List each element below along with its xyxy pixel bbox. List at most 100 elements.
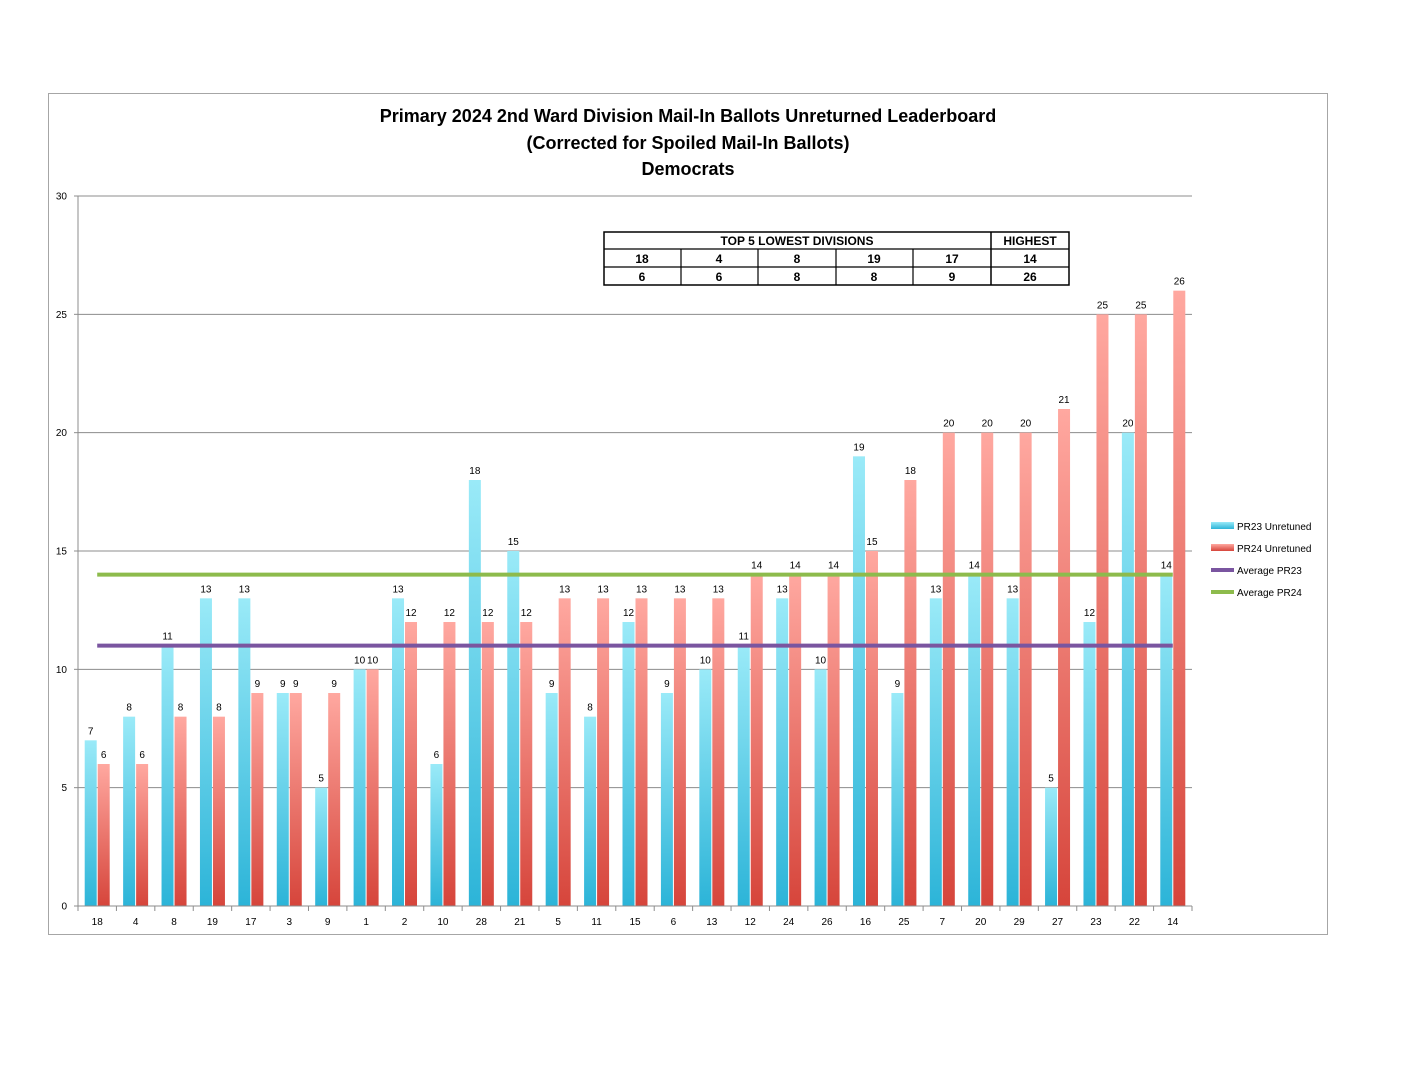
chart-title: Primary 2024 2nd Ward Division Mail-In B… [380,106,996,179]
bar-pr24 [212,716,225,906]
bar-pr24 [750,574,763,906]
data-label-pr24: 8 [178,703,184,714]
axes [77,196,1192,907]
bar-pr24 [942,432,955,906]
data-label-pr23: 10 [700,655,712,666]
y-tick-label: 25 [56,310,68,321]
bar-pr23 [776,598,789,906]
x-tick-label: 12 [745,917,757,928]
data-label-pr24: 13 [674,584,686,595]
y-tick-label: 5 [61,783,67,794]
data-label-pr23: 13 [1007,584,1019,595]
x-tick-label: 3 [286,917,292,928]
data-label-pr24: 21 [1058,395,1070,406]
bar-pr24 [1019,432,1032,906]
bar-pr23 [1121,432,1134,906]
lowest-value-4: 8 [871,270,878,284]
x-tick-label: 1 [363,917,369,928]
data-label-pr24: 20 [1020,419,1032,430]
x-tick-label: 16 [860,917,872,928]
x-tick-label: 18 [92,917,104,928]
x-tick-label: 14 [1167,917,1179,928]
bar-pr23 [1083,622,1096,906]
data-label-pr24: 25 [1135,300,1147,311]
bar-pr23 [891,693,904,906]
x-tick-label: 28 [476,917,488,928]
lowest-division-5: 17 [945,252,959,266]
legend-label-pr24: PR24 Unretuned [1237,544,1312,555]
bar-pr23 [507,551,520,906]
legend-label-avg-pr23: Average PR23 [1237,566,1302,577]
leaderboard-table: TOP 5 LOWEST DIVISIONS HIGHEST 18 4 8 19… [603,231,1070,286]
x-tick-label: 2 [402,917,408,928]
data-label-pr24: 26 [1174,277,1186,288]
data-label-pr23: 19 [853,442,865,453]
bar-pr23 [1160,574,1173,906]
bar-pr24 [1058,409,1071,906]
bar-pr24 [1173,290,1186,907]
lowest-value-2: 6 [716,270,723,284]
bar-pr24 [481,622,494,906]
x-tick-label: 26 [822,917,834,928]
x-tick-label: 7 [940,917,946,928]
bar-pr24 [673,598,686,906]
data-label-pr24: 6 [101,750,107,761]
data-label-pr24: 14 [751,561,763,572]
lowest-value-1: 6 [639,270,646,284]
data-label-pr24: 12 [444,608,456,619]
bar-pr24 [597,598,610,906]
x-tick-label: 27 [1052,917,1064,928]
x-tick-label: 29 [1014,917,1026,928]
bar-pr23 [1006,598,1019,906]
x-tick-label: 21 [514,917,526,928]
legend: PR23 Unretuned PR24 Unretuned Average PR… [1211,522,1312,599]
bar-pr24 [1096,314,1109,906]
lowest-header: TOP 5 LOWEST DIVISIONS [721,234,874,248]
data-label-pr23: 12 [623,608,635,619]
x-axis-ticks: 18 4 8 19 17 3 9 1 2 10 28 21 5 11 15 6 13 12 24 26 16 25 7 20 2… [77,906,1193,928]
title-line-3: Democrats [641,159,734,179]
bar-pr24 [136,764,149,906]
data-label-pr24: 14 [828,561,840,572]
bar-pr23 [353,669,366,906]
bar-pr24 [789,574,802,906]
bar-pr24 [981,432,994,906]
data-label-pr24: 12 [482,608,494,619]
y-axis-ticks: 0 5 10 15 20 25 30 [56,192,78,913]
x-tick-label: 8 [171,917,177,928]
bar-pr23 [968,574,981,906]
bar-pr23 [199,598,212,906]
data-label-pr24: 9 [331,679,337,690]
x-tick-label: 11 [591,917,602,928]
bar-pr23 [814,669,827,906]
data-label-pr23: 9 [280,679,286,690]
bar-pr23 [123,716,136,906]
bars: 7 8 11 13 13 9 5 10 13 6 18 15 9 8 12 9 10 11 13 10 19 9 13 14 1… [84,277,1186,907]
data-label-pr24: 25 [1097,300,1109,311]
x-tick-label: 24 [783,917,795,928]
x-tick-label: 5 [555,917,561,928]
bar-pr23 [737,645,750,906]
bar-pr23 [315,787,328,906]
bar-pr23 [238,598,251,906]
data-label-pr23: 11 [739,632,750,643]
data-label-pr23: 20 [1122,419,1134,430]
x-tick-label: 19 [207,917,219,928]
lowest-division-4: 19 [867,252,881,266]
bar-pr24 [328,693,341,906]
bar-pr23 [699,669,712,906]
data-label-pr23: 13 [777,584,789,595]
bar-pr23 [84,740,97,906]
data-label-pr23: 10 [354,655,366,666]
x-tick-label: 15 [629,917,641,928]
bar-pr23 [430,764,443,906]
bar-pr24 [366,669,379,906]
data-label-pr24: 9 [293,679,299,690]
bar-pr24 [289,693,302,906]
bar-pr23 [929,598,942,906]
bar-pr24 [904,480,917,906]
data-label-pr24: 9 [255,679,261,690]
data-label-pr23: 8 [126,703,132,714]
data-label-pr24: 13 [559,584,571,595]
data-label-pr24: 13 [636,584,648,595]
